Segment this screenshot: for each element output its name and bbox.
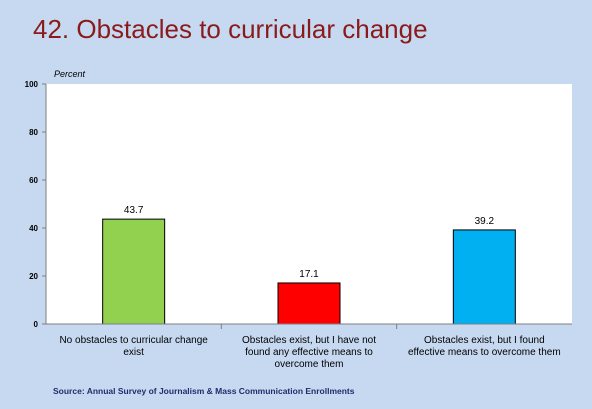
source-note: Source: Annual Survey of Journalism & Ma…: [53, 386, 355, 396]
bar-chart: Percent 0 20 40 60 80 100 43.7 17.1 39.2 No obs…: [25, 69, 572, 370]
y-tick-label: 40: [29, 224, 38, 233]
bar-value-label: 43.7: [124, 205, 144, 216]
bar-value-label: 17.1: [299, 269, 319, 280]
bar: [277, 282, 341, 325]
x-tick-label: Obstacles exist, but I found effective me…: [408, 335, 561, 358]
y-tick-label: 20: [29, 272, 38, 281]
x-axis-labels: No obstacles to curricular change exist Ob…: [59, 324, 561, 370]
y-tick-label: 80: [29, 128, 38, 137]
x-tick-label: No obstacles to curricular change exist: [59, 335, 208, 358]
bar: [102, 218, 166, 325]
x-tick-label: Obstacles exist, but I have not found any…: [242, 335, 376, 370]
bar-value-label: 39.2: [475, 216, 495, 227]
bar: [452, 229, 516, 325]
y-tick-label: 60: [29, 176, 38, 185]
y-axis-label: Percent: [54, 69, 86, 79]
page-title: 42. Obstacles to curricular change: [33, 14, 428, 44]
bars: 43.7 17.1 39.2: [102, 205, 516, 325]
y-axis: 0 20 40 60 80 100: [25, 80, 46, 329]
y-tick-label: 0: [34, 320, 39, 329]
y-tick-label: 100: [25, 80, 39, 89]
